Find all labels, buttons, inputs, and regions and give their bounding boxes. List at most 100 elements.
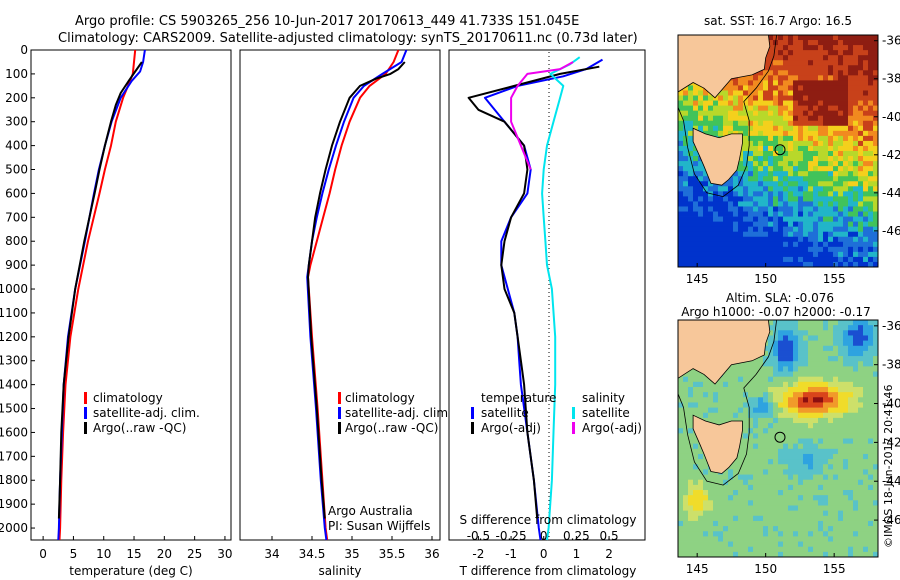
heatmap-cell: [768, 191, 774, 197]
heatmap-cell: [868, 392, 874, 398]
heatmap-cell: [768, 531, 774, 537]
heatmap-cell: [698, 241, 704, 248]
heatmap-cell: [808, 246, 814, 253]
heatmap-cell: [803, 330, 809, 336]
temperature-xticks: 0 5 10 15 20 25 30: [39, 536, 233, 561]
heatmap-cell: [803, 397, 809, 403]
heatmap-cell: [788, 135, 794, 142]
heatmap-cell: [733, 211, 739, 217]
heatmap-cell: [818, 386, 824, 393]
heatmap-cell: [798, 448, 804, 455]
heatmap-cell: [763, 236, 769, 243]
heatmap-cell: [833, 236, 839, 243]
heatmap-cell: [743, 110, 749, 117]
heatmap-cell: [808, 125, 814, 132]
heatmap-cell: [823, 120, 829, 127]
heatmap-cell: [688, 166, 694, 172]
heatmap-cell: [693, 151, 699, 157]
heatmap-cell: [783, 469, 789, 475]
heatmap-cell: [828, 330, 834, 336]
heatmap-cell: [743, 376, 749, 383]
heatmap-cell: [853, 151, 859, 157]
heatmap-cell: [803, 356, 809, 362]
heatmap-cell: [873, 176, 879, 182]
heatmap-cell: [818, 350, 824, 357]
heatmap-cell: [843, 120, 849, 127]
heatmap-cell: [828, 90, 834, 96]
heatmap-cell: [678, 417, 684, 424]
heatmap-cell: [798, 85, 804, 91]
heatmap-cell: [873, 75, 879, 81]
heatmap-cell: [773, 176, 779, 182]
heatmap-cell: [833, 433, 839, 439]
heatmap-cell: [768, 115, 774, 122]
heatmap-cell: [858, 256, 864, 263]
heatmap-cell: [843, 90, 849, 96]
heatmap-cell: [788, 335, 794, 342]
heatmap-cell: [768, 345, 774, 352]
heatmap-cell: [768, 474, 774, 481]
heatmap-cell: [768, 161, 774, 167]
heatmap-cell: [863, 551, 869, 558]
heatmap-cell: [688, 120, 694, 127]
heatmap-cell: [838, 256, 844, 263]
heatmap-cell: [743, 261, 749, 268]
heatmap-cell: [848, 474, 854, 481]
heatmap-cell: [863, 216, 869, 223]
heatmap-cell: [833, 392, 839, 398]
heatmap-cell: [868, 412, 874, 419]
heatmap-cell: [858, 402, 864, 408]
heatmap-cell: [778, 186, 784, 192]
heatmap-cell: [693, 171, 699, 177]
heatmap-cell: [733, 241, 739, 248]
heatmap-cell: [688, 135, 694, 142]
heatmap-cell: [813, 176, 819, 182]
heatmap-cell: [788, 105, 794, 112]
heatmap-cell: [863, 412, 869, 419]
heatmap-cell: [818, 459, 824, 465]
heatmap-cell: [743, 145, 749, 152]
heatmap-cell: [853, 100, 859, 107]
heatmap-cell: [853, 60, 859, 66]
heatmap-cell: [683, 140, 689, 147]
heatmap-cell: [798, 551, 804, 558]
heatmap-cell: [863, 423, 869, 429]
heatmap-cell: [708, 546, 714, 553]
heatmap-cell: [848, 515, 854, 522]
heatmap-cell: [688, 428, 694, 434]
heatmap-cell: [818, 500, 824, 506]
heatmap-cell: [743, 115, 749, 122]
heatmap-cell: [803, 531, 809, 537]
heatmap-cell: [703, 120, 709, 127]
heatmap-cell: [738, 443, 744, 450]
heatmap-cell: [858, 50, 864, 56]
heatmap-cell: [743, 241, 749, 248]
heatmap-cell: [753, 120, 759, 127]
heatmap-cell: [788, 231, 794, 238]
heatmap-cell: [703, 464, 709, 470]
depth-tick-label: 500: [5, 163, 28, 177]
heatmap-cell: [873, 196, 879, 202]
heatmap-cell: [738, 221, 744, 228]
heatmap-cell: [833, 100, 839, 107]
heatmap-cell: [853, 335, 859, 342]
heatmap-cell: [828, 246, 834, 253]
heatmap-cell: [853, 65, 859, 71]
heatmap-cell: [768, 246, 774, 253]
heatmap-cell: [728, 211, 734, 217]
mainland-coast: [677, 319, 771, 385]
heatmap-cell: [783, 531, 789, 537]
heatmap-cell: [783, 35, 789, 41]
heatmap-cell: [813, 484, 819, 491]
heatmap-cell: [853, 505, 859, 512]
heatmap-cell: [863, 171, 869, 177]
heatmap-cell: [863, 376, 869, 383]
heatmap-cell: [783, 428, 789, 434]
heatmap-cell: [693, 474, 699, 481]
heatmap-cell: [873, 546, 879, 553]
heatmap-cell: [683, 161, 689, 167]
heatmap-cell: [863, 500, 869, 506]
heatmap-cell: [828, 161, 834, 167]
heatmap-cell: [863, 261, 869, 268]
heatmap-cell: [683, 231, 689, 238]
